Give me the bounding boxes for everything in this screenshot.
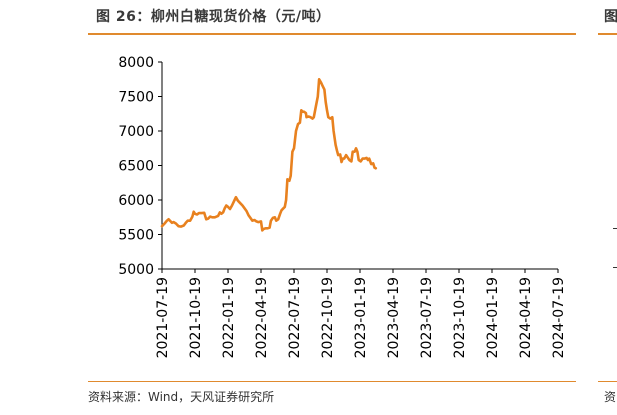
x-tick-label: 2024-07-19 [551,277,567,358]
x-tick-label: 2023-10-19 [452,277,468,358]
y-tick-label: 6000 [118,193,154,209]
x-tick-label: 2021-10-19 [188,277,204,358]
y-tick-label: 7500 [118,90,154,106]
x-tick-label: 2023-04-19 [386,277,402,358]
chart-axes [158,61,559,273]
y-tick-label: 7000 [118,124,154,140]
right-panel-tick [613,228,617,229]
x-tick-label: 2022-04-19 [254,277,270,358]
right-panel-tick [613,267,617,268]
right-panel-title-fragment: 图 [604,9,617,25]
plot-area [160,78,378,232]
right-panel-rule [598,33,617,35]
series-line [160,78,378,232]
x-tick-label: 2024-01-19 [485,277,501,358]
x-tick-label: 2021-07-19 [155,277,171,358]
y-tick-label: 5000 [118,262,154,278]
right-panel-source-fragment: 资 [604,390,617,404]
title-rule [88,33,576,35]
x-tick-label: 2024-04-19 [518,277,534,358]
right-panel-footer-rule [598,381,617,382]
y-tick-label: 5500 [118,228,154,244]
figure-title: 图 26：柳州白糖现货价格（元/吨） [96,9,331,25]
x-tick-label: 2023-01-19 [353,277,369,358]
footer-rule [88,381,576,382]
x-tick-label: 2022-07-19 [287,277,303,358]
y-tick-label: 6500 [118,159,154,175]
x-tick-labels: 2021-07-19 2021-10-19 2022-01-19 2022-04-19… [155,277,567,358]
source-note: 资料来源：Wind，天风证券研究所 [88,390,275,404]
y-tick-labels: 5000 5500 6000 6500 7000 7500 8000 [118,55,154,278]
x-tick-label: 2023-07-19 [419,277,435,358]
x-tick-label: 2022-10-19 [320,277,336,358]
x-tick-label: 2022-01-19 [221,277,237,358]
y-tick-label: 8000 [118,55,154,71]
